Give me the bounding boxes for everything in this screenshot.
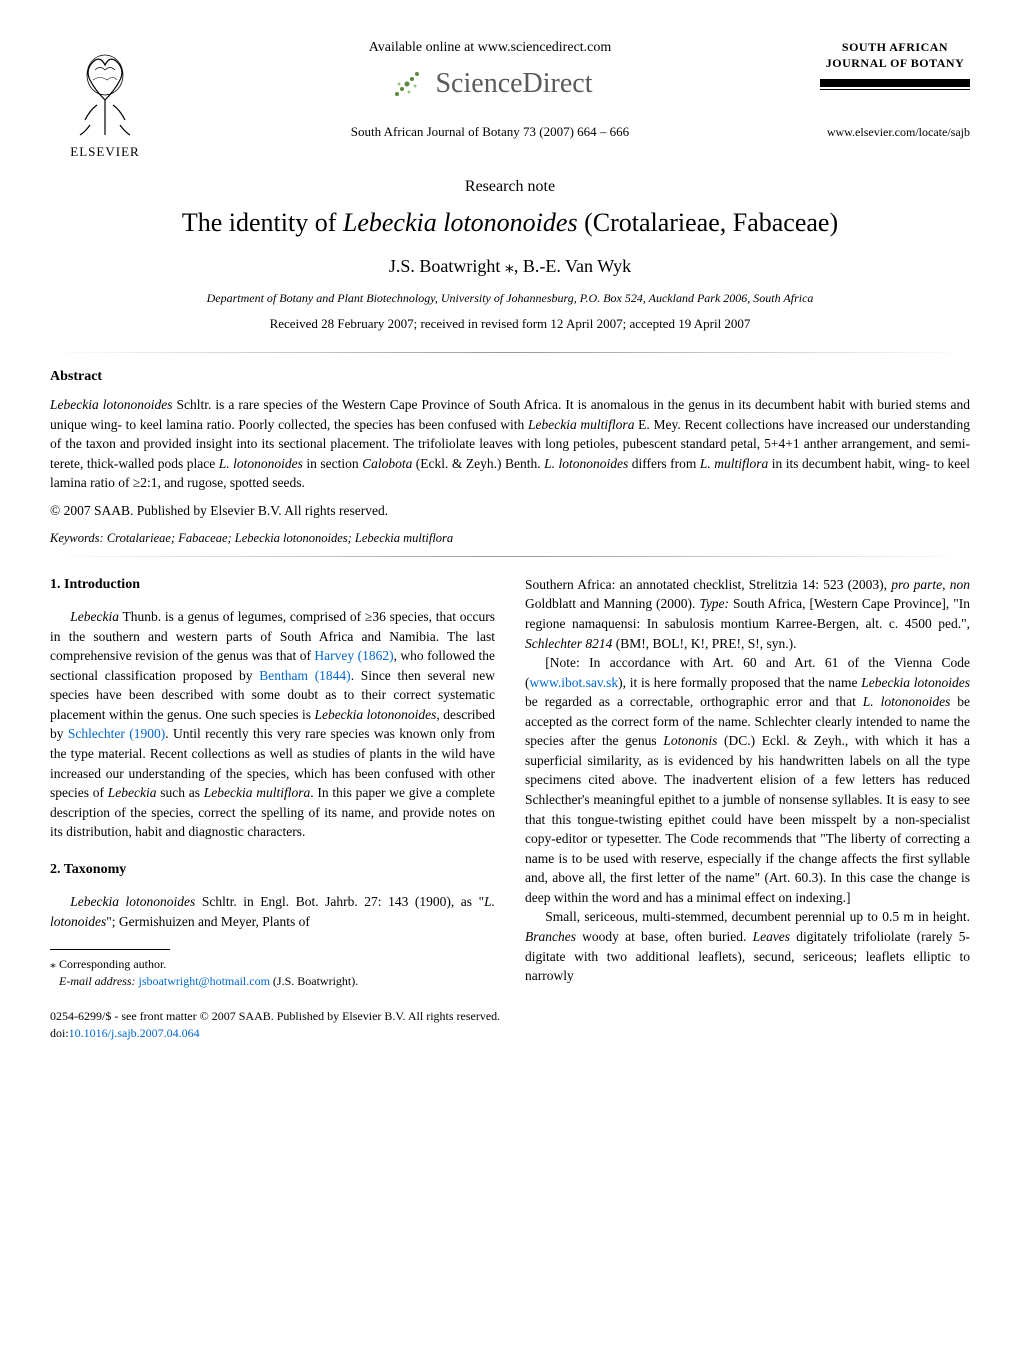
- footer-doi-label: doi:: [50, 1026, 69, 1040]
- elsevier-logo: ELSEVIER: [50, 40, 160, 160]
- abstract-body: Lebeckia lotononoides Schltr. is a rare …: [50, 395, 970, 493]
- elsevier-tree-icon: [65, 50, 145, 140]
- col2-paragraph-1: Southern Africa: an annotated checklist,…: [525, 575, 970, 653]
- footnote-corresponding: ⁎ Corresponding author.: [50, 956, 495, 973]
- affiliation: Department of Botany and Plant Biotechno…: [50, 291, 970, 306]
- col2-paragraph-3: Small, sericeous, multi-stemmed, decumbe…: [525, 907, 970, 985]
- journal-url: www.elsevier.com/locate/sajb: [820, 125, 970, 140]
- title-post: (Crotalarieae, Fabaceae): [578, 208, 839, 237]
- section-1-heading: 1. Introduction: [50, 575, 495, 595]
- sciencedirect-icon: [387, 64, 427, 104]
- sciencedirect-brand: ScienceDirect: [180, 64, 800, 104]
- footnote-email-post: (J.S. Boatwright).: [270, 974, 358, 988]
- col2-paragraph-2: [Note: In accordance with Art. 60 and Ar…: [525, 653, 970, 907]
- center-header: Available online at www.sciencedirect.co…: [160, 40, 820, 140]
- footnote-email[interactable]: jsboatwright@hotmail.com: [136, 974, 270, 988]
- title-italic: Lebeckia lotononoides: [343, 208, 578, 237]
- research-note-label: Research note: [50, 178, 970, 196]
- badge-bar-thick: [820, 79, 970, 87]
- footnote-separator: [50, 949, 170, 950]
- badge-title: SOUTH AFRICAN JOURNAL OF BOTANY: [820, 40, 970, 71]
- badge-line2: JOURNAL OF BOTANY: [826, 56, 965, 70]
- footer-line1: 0254-6299/$ - see front matter © 2007 SA…: [50, 1008, 970, 1025]
- badge-line1: SOUTH AFRICAN: [842, 40, 948, 54]
- abstract-copyright: © 2007 SAAB. Published by Elsevier B.V. …: [50, 503, 970, 519]
- footnote-block: ⁎ Corresponding author. E-mail address: …: [50, 956, 495, 990]
- keywords: Keywords: Crotalarieae; Fabaceae; Lebeck…: [50, 531, 970, 546]
- keywords-label: Keywords:: [50, 531, 104, 545]
- available-online-text: Available online at www.sciencedirect.co…: [180, 40, 800, 56]
- two-column-body: 1. Introduction Lebeckia Thunb. is a gen…: [50, 575, 970, 990]
- section-2-heading: 2. Taxonomy: [50, 860, 495, 880]
- page-footer: 0254-6299/$ - see front matter © 2007 SA…: [50, 1008, 970, 1042]
- article-title: The identity of Lebeckia lotononoides (C…: [50, 208, 970, 238]
- header-row: ELSEVIER Available online at www.science…: [50, 40, 970, 160]
- section-2-paragraph-1: Lebeckia lotononoides Schltr. in Engl. B…: [50, 892, 495, 931]
- column-right: Southern Africa: an annotated checklist,…: [525, 575, 970, 990]
- divider-bottom: [50, 556, 970, 557]
- article-dates: Received 28 February 2007; received in r…: [50, 316, 970, 332]
- footer-doi[interactable]: 10.1016/j.sajb.2007.04.064: [69, 1026, 200, 1040]
- sciencedirect-text: ScienceDirect: [435, 68, 592, 100]
- abstract-heading: Abstract: [50, 369, 970, 385]
- badge-bar-thin: [820, 89, 970, 90]
- divider-top: [50, 352, 970, 353]
- journal-badge: SOUTH AFRICAN JOURNAL OF BOTANY www.else…: [820, 40, 970, 140]
- column-left: 1. Introduction Lebeckia Thunb. is a gen…: [50, 575, 495, 990]
- elsevier-label: ELSEVIER: [70, 144, 139, 160]
- footnote-email-label: E-mail address:: [59, 974, 136, 988]
- footer-doi-line: doi:10.1016/j.sajb.2007.04.064: [50, 1025, 970, 1042]
- keywords-text: Crotalarieae; Fabaceae; Lebeckia lotonon…: [104, 531, 453, 545]
- section-1-paragraph-1: Lebeckia Thunb. is a genus of legumes, c…: [50, 607, 495, 842]
- title-pre: The identity of: [182, 208, 343, 237]
- authors: J.S. Boatwright ⁎, B.-E. Van Wyk: [50, 256, 970, 277]
- footnote-email-line: E-mail address: jsboatwright@hotmail.com…: [50, 973, 495, 990]
- journal-citation: South African Journal of Botany 73 (2007…: [180, 124, 800, 140]
